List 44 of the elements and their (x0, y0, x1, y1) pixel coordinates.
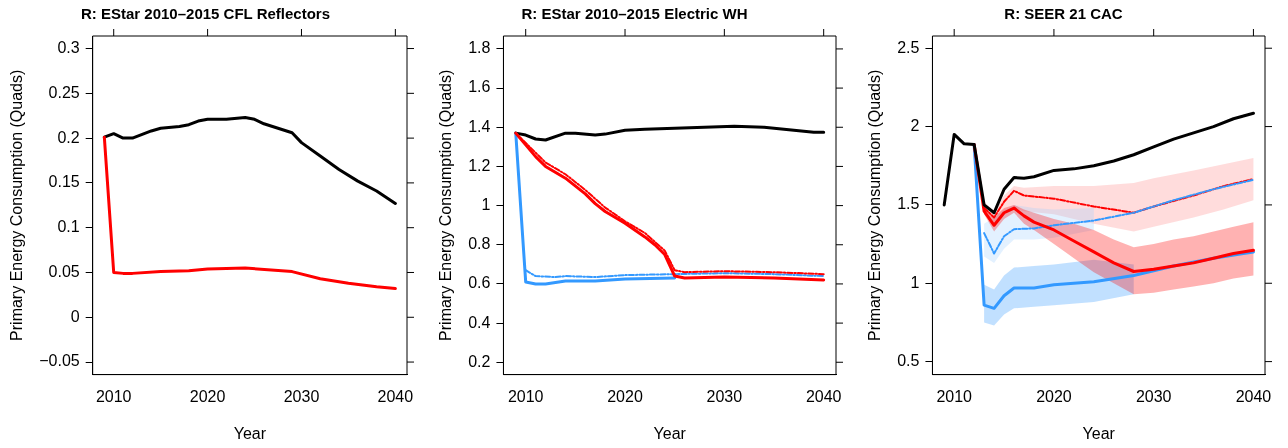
x-tick-label: 2020 (189, 387, 226, 405)
y-tick-label: 1 (481, 196, 491, 213)
y-axis-title: Primary Energy Consumption (Quads) (866, 69, 884, 341)
y-tick-label: 1.5 (897, 195, 920, 213)
y-tick-label: 0.6 (468, 274, 491, 292)
y-tick-label: 2 (910, 116, 920, 134)
y-tick-label: 0.3 (57, 38, 80, 56)
y-tick-label: 0.8 (468, 235, 491, 253)
x-tick-label: 2040 (377, 387, 414, 405)
y-tick-label: 0.1 (57, 218, 80, 236)
x-tick-label: 2040 (1235, 387, 1272, 405)
y-axis-title: Primary Energy Consumption (Quads) (437, 69, 455, 341)
y-tick-label: 1.8 (468, 39, 491, 57)
x-tick-label: 2010 (936, 387, 973, 405)
line-series (983, 178, 1255, 255)
x-axis-title: Year (233, 424, 267, 442)
y-tick-label: 1 (910, 273, 920, 291)
chart-title: R: EStar 2010–2015 Electric WH (521, 5, 748, 23)
y-tick-label: 1.2 (468, 156, 491, 174)
y-tick-label: 1.4 (468, 117, 491, 135)
x-tick-label: 2010 (95, 387, 132, 405)
y-tick-label: 1.6 (468, 78, 491, 96)
y-tick-label: 0.4 (468, 313, 491, 331)
x-tick-label: 2010 (507, 387, 544, 405)
x-axis-title: Year (1082, 424, 1116, 442)
y-tick-label: 0.2 (57, 128, 80, 146)
y-tick-label: 0.25 (48, 83, 80, 101)
y-tick-label: 0.5 (897, 352, 920, 369)
y-tick-label: 0 (70, 307, 80, 325)
x-axis-title: Year (653, 424, 687, 442)
y-tick-label: 0.15 (48, 173, 80, 191)
chart-title: R: SEER 21 CAC (1004, 5, 1123, 23)
y-axis-title: Primary Energy Consumption (Quads) (8, 69, 26, 341)
x-tick-label: 2030 (283, 387, 320, 405)
x-tick-label: 2020 (607, 387, 643, 405)
chart-title: R: EStar 2010–2015 CFL Reflectors (80, 5, 331, 23)
x-tick-label: 2020 (1036, 387, 1072, 405)
x-tick-label: 2040 (805, 387, 842, 405)
y-tick-label: −0.05 (39, 352, 80, 370)
y-tick-label: 0.05 (48, 262, 80, 280)
x-tick-label: 2030 (1135, 387, 1172, 405)
y-tick-label: 0.2 (468, 352, 491, 370)
y-tick-label: 2.5 (897, 38, 920, 56)
x-tick-label: 2030 (706, 387, 743, 405)
